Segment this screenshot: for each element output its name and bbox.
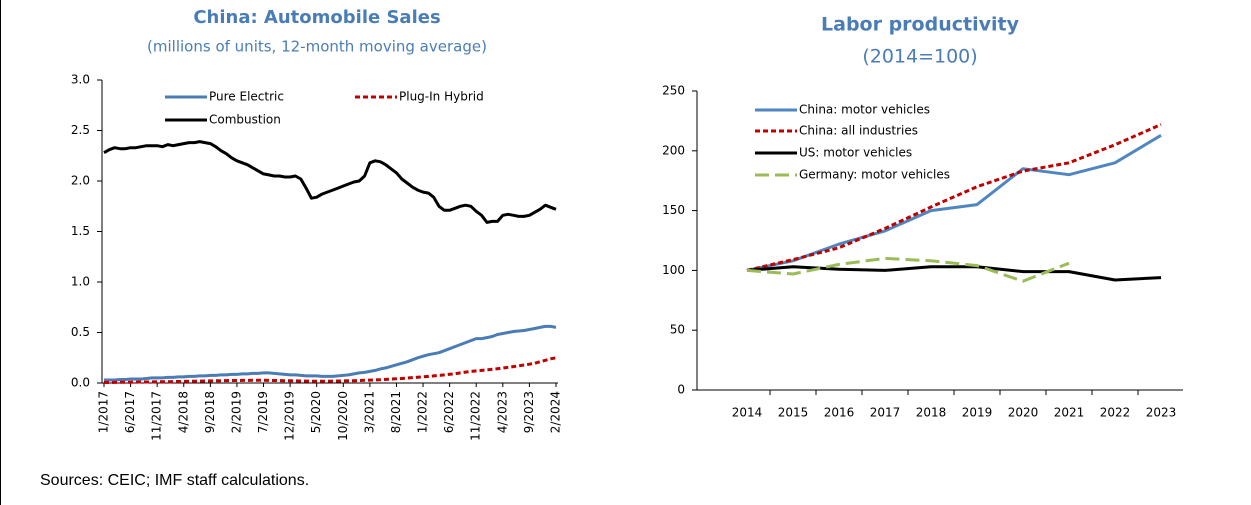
legend-label: China: all industries bbox=[799, 124, 918, 138]
x-tick-label: 2017 bbox=[870, 406, 901, 420]
x-tick-label: 2014 bbox=[732, 406, 763, 420]
y-tick-label: 200 bbox=[662, 143, 685, 157]
x-tick-label: 2019 bbox=[962, 406, 993, 420]
legend-label: China: motor vehicles bbox=[799, 103, 930, 117]
y-tick-label: 2.5 bbox=[71, 123, 90, 137]
data-line bbox=[746, 265, 1162, 282]
x-tick-label: 5/2020 bbox=[309, 391, 323, 433]
x-tick-label: 2015 bbox=[778, 406, 809, 420]
x-tick-label: 2/2024 bbox=[549, 391, 563, 433]
y-tick-label: 1.5 bbox=[71, 224, 90, 238]
x-tick-label: 10/2020 bbox=[336, 391, 350, 441]
x-tick-label: 1/2017 bbox=[97, 391, 111, 433]
chart-title: Labor productivity bbox=[821, 14, 1020, 36]
y-tick-label: 150 bbox=[662, 203, 685, 217]
x-tick-label: 3/2021 bbox=[362, 391, 376, 433]
legend-label: Plug-In Hybrid bbox=[399, 90, 484, 104]
y-tick-label: 100 bbox=[662, 263, 685, 277]
legend-label: US: motor vehicles bbox=[799, 146, 912, 160]
x-tick-label: 4/2018 bbox=[176, 391, 190, 433]
chart-subtitle: (2014=100) bbox=[862, 46, 977, 68]
y-tick-label: 2.0 bbox=[71, 174, 90, 188]
legend-label: Combustion bbox=[209, 113, 281, 127]
y-tick-label: 1.0 bbox=[71, 275, 90, 289]
data-line bbox=[746, 123, 1162, 272]
x-tick-label: 2016 bbox=[824, 406, 855, 420]
y-tick-label: 0 bbox=[677, 383, 685, 397]
data-line bbox=[746, 134, 1162, 272]
x-tick-label: 9/2018 bbox=[203, 391, 217, 433]
x-tick-label: 4/2023 bbox=[495, 391, 509, 433]
x-tick-label: 2022 bbox=[1100, 406, 1131, 420]
x-tick-label: 2020 bbox=[1008, 406, 1039, 420]
x-tick-label: 2/2019 bbox=[229, 391, 243, 433]
x-tick-label: 1/2022 bbox=[416, 391, 430, 433]
y-tick-label: 0.0 bbox=[71, 376, 90, 390]
y-tick-label: 50 bbox=[670, 323, 685, 337]
x-tick-label: 8/2021 bbox=[389, 391, 403, 433]
x-tick-label: 12/2019 bbox=[283, 391, 297, 441]
x-tick-label: 6/2022 bbox=[442, 391, 456, 433]
x-tick-label: 11/2022 bbox=[469, 391, 483, 441]
x-tick-label: 6/2017 bbox=[123, 391, 137, 433]
x-tick-label: 2023 bbox=[1146, 406, 1177, 420]
data-line bbox=[104, 324, 557, 382]
source-note: Sources: CEIC; IMF staff calculations. bbox=[40, 472, 309, 489]
chart-subtitle: (millions of units, 12-month moving aver… bbox=[147, 38, 487, 56]
y-tick-label: 250 bbox=[662, 84, 685, 98]
x-tick-label: 2018 bbox=[916, 406, 947, 420]
x-tick-label: 7/2019 bbox=[256, 391, 270, 433]
legend-label: Pure Electric bbox=[209, 90, 284, 104]
y-tick-label: 3.0 bbox=[71, 73, 90, 87]
y-tick-label: 0.5 bbox=[71, 325, 90, 339]
legend-label: Germany: motor vehicles bbox=[799, 168, 950, 182]
data-line bbox=[104, 356, 557, 384]
data-line bbox=[103, 140, 557, 224]
x-tick-label: 11/2017 bbox=[150, 391, 164, 441]
x-tick-label: 9/2023 bbox=[522, 391, 536, 433]
x-tick-label: 2021 bbox=[1054, 406, 1085, 420]
data-line bbox=[746, 256, 1070, 283]
chart-title: China: Automobile Sales bbox=[193, 7, 440, 28]
